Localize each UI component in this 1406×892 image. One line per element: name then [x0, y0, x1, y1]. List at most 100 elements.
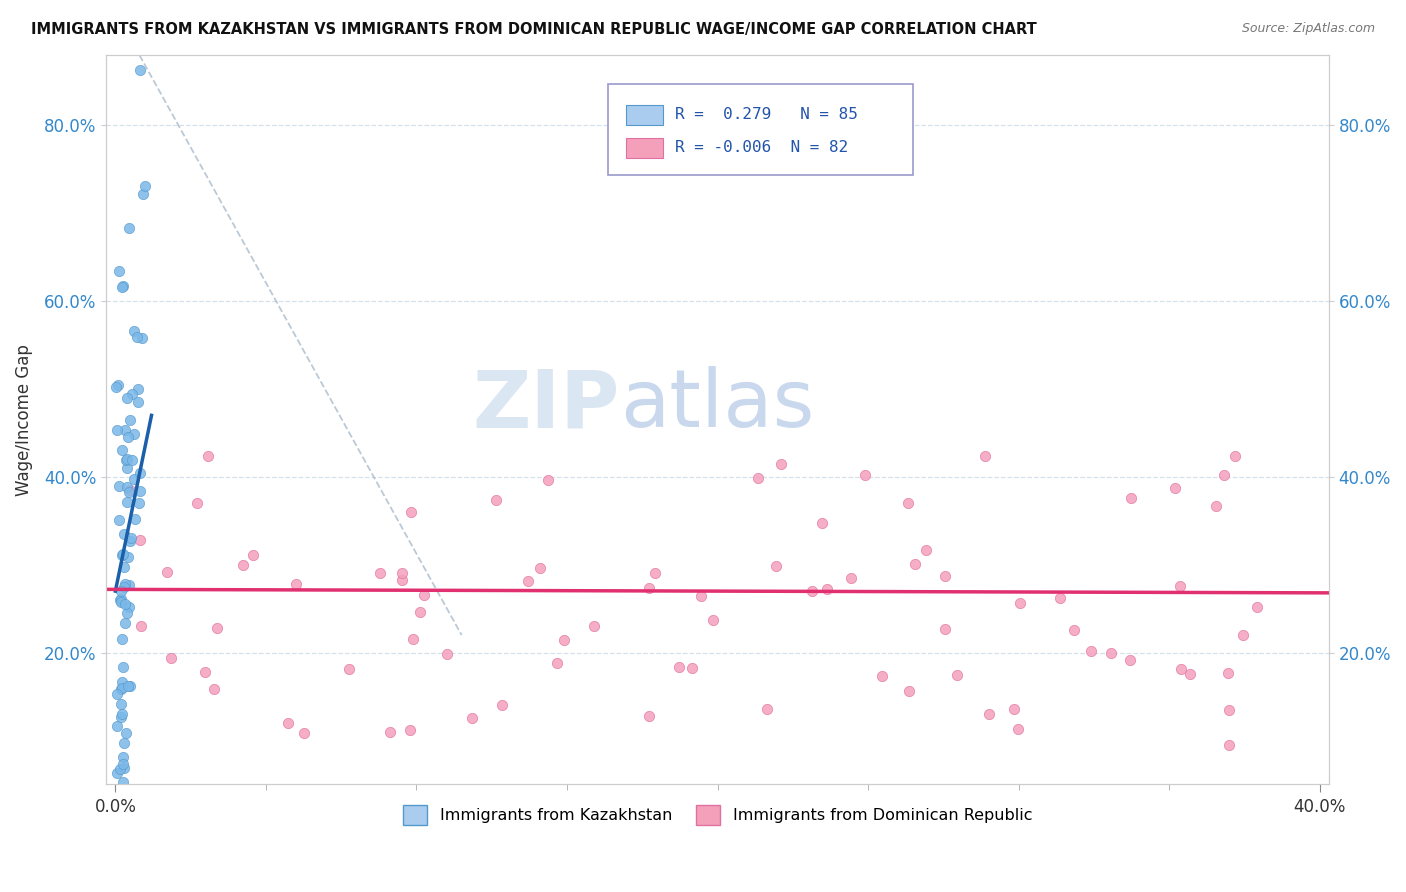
- Point: [107, 825, 129, 839]
- Point: [546, 656, 568, 670]
- Point: [115, 480, 138, 494]
- Point: [114, 423, 136, 437]
- Point: [120, 532, 142, 546]
- Point: [128, 484, 150, 499]
- Point: [202, 681, 225, 696]
- Point: [115, 606, 138, 620]
- Point: [118, 577, 141, 591]
- Point: [690, 589, 713, 603]
- Point: [402, 632, 425, 647]
- Point: [337, 662, 360, 676]
- Point: [277, 716, 299, 731]
- Point: [124, 512, 146, 526]
- Point: [1119, 652, 1142, 666]
- Point: [897, 684, 920, 698]
- Point: [128, 496, 150, 510]
- Point: [117, 452, 139, 467]
- Point: [117, 550, 139, 565]
- Point: [811, 516, 834, 530]
- Point: [1049, 591, 1071, 605]
- Point: [1170, 579, 1192, 593]
- Point: [108, 264, 131, 278]
- Point: [159, 650, 181, 665]
- Point: [118, 221, 141, 235]
- Point: [108, 479, 131, 493]
- Point: [110, 592, 132, 607]
- Point: [105, 687, 128, 701]
- Point: [110, 595, 132, 609]
- Point: [120, 412, 142, 426]
- Point: [107, 378, 129, 392]
- Point: [110, 584, 132, 599]
- Point: [1007, 723, 1029, 737]
- Point: [107, 841, 129, 855]
- Point: [638, 709, 661, 723]
- Point: [770, 458, 793, 472]
- Point: [121, 453, 143, 467]
- Point: [112, 736, 135, 750]
- Point: [644, 566, 666, 581]
- Point: [638, 582, 661, 596]
- Point: [399, 723, 422, 737]
- Point: [537, 473, 560, 487]
- Point: [122, 324, 145, 338]
- Point: [378, 725, 401, 739]
- Point: [127, 330, 149, 344]
- Text: ZIP: ZIP: [472, 367, 620, 444]
- Point: [197, 449, 219, 463]
- Point: [111, 681, 134, 695]
- Point: [111, 750, 134, 764]
- Point: [194, 665, 217, 679]
- Point: [870, 669, 893, 683]
- Point: [853, 468, 876, 483]
- Point: [681, 660, 703, 674]
- Point: [756, 702, 779, 716]
- Point: [436, 648, 458, 662]
- Point: [108, 593, 131, 607]
- Point: [529, 561, 551, 575]
- Point: [765, 559, 787, 574]
- Point: [1205, 499, 1227, 513]
- Point: [110, 681, 132, 696]
- Point: [517, 574, 540, 588]
- Point: [1178, 667, 1201, 681]
- Point: [934, 569, 956, 583]
- Point: [205, 621, 228, 635]
- Point: [553, 632, 575, 647]
- Point: [368, 566, 391, 580]
- Point: [111, 675, 134, 690]
- Point: [111, 279, 134, 293]
- Point: [1225, 450, 1247, 464]
- Point: [747, 470, 769, 484]
- Point: [129, 466, 152, 480]
- Y-axis label: Wage/Income Gap: Wage/Income Gap: [15, 343, 32, 496]
- Point: [232, 558, 254, 572]
- Point: [108, 839, 131, 854]
- Point: [131, 331, 153, 345]
- Point: [1218, 703, 1240, 717]
- Point: [112, 580, 135, 594]
- Point: [391, 566, 413, 581]
- Point: [129, 533, 152, 547]
- Point: [117, 679, 139, 693]
- Point: [132, 186, 155, 201]
- Point: [1121, 491, 1143, 506]
- Point: [292, 726, 315, 740]
- Point: [128, 63, 150, 78]
- Point: [115, 392, 138, 406]
- Point: [111, 660, 134, 674]
- Text: R =  0.279   N = 85: R = 0.279 N = 85: [675, 107, 858, 122]
- Point: [111, 789, 134, 803]
- Point: [285, 577, 308, 591]
- Point: [105, 766, 128, 780]
- Text: R = -0.006  N = 82: R = -0.006 N = 82: [675, 140, 848, 155]
- Text: Source: ZipAtlas.com: Source: ZipAtlas.com: [1241, 22, 1375, 36]
- Point: [111, 632, 134, 646]
- Point: [110, 802, 132, 816]
- Point: [114, 726, 136, 740]
- Point: [409, 605, 432, 619]
- Point: [118, 534, 141, 549]
- Point: [915, 542, 938, 557]
- Point: [117, 430, 139, 444]
- Point: [1212, 467, 1234, 482]
